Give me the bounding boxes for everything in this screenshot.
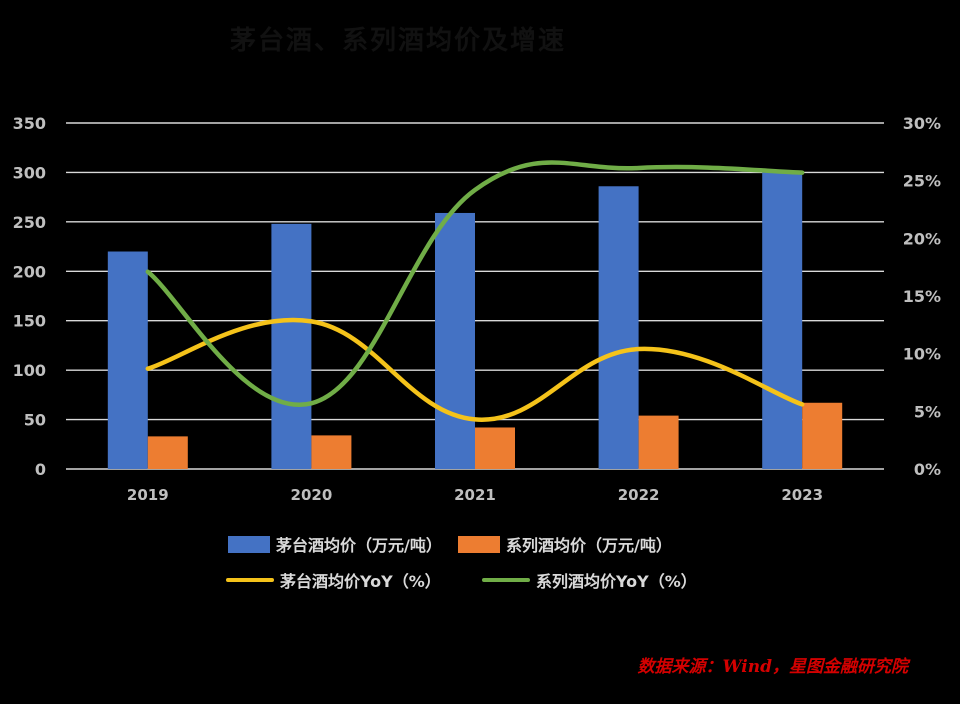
bar — [435, 212, 475, 469]
y-left-tick-label: 300 — [13, 163, 46, 182]
y-right-tick-label: 10% — [903, 345, 941, 364]
legend-item-series-yoy: 系列酒均价YoY（%） — [482, 568, 697, 592]
x-tick-label: 2021 — [454, 486, 496, 504]
y-left-tick-label: 350 — [13, 114, 46, 133]
legend-label: 系列酒均价YoY（%） — [536, 572, 697, 591]
x-tick-label: 2019 — [127, 486, 169, 504]
y-left-tick-label: 200 — [13, 262, 46, 281]
legend-swatch-blue — [228, 535, 270, 553]
bar — [271, 223, 312, 469]
y-right-tick-label: 15% — [903, 287, 941, 306]
x-tick-label: 2020 — [291, 486, 333, 504]
legend-item-series-price: 系列酒均价（万元/吨） — [458, 532, 672, 556]
y-right-tick-label: 0% — [914, 460, 941, 479]
legend-item-moutai-price: 茅台酒均价（万元/吨） — [228, 532, 442, 556]
y-left-tick-label: 100 — [13, 361, 46, 380]
axis-labels: 0 50 100 150 200 250 300 350 0% 5% 10% 15% 20% 25% 30%… — [13, 114, 941, 504]
legend-swatch-green — [482, 578, 530, 582]
bar — [598, 186, 639, 470]
y-right-tick-label: 20% — [903, 229, 941, 248]
y-right-tick-label: 5% — [914, 402, 941, 421]
legend-label: 茅台酒均价（万元/吨） — [276, 536, 442, 555]
bar — [147, 436, 188, 469]
bar — [802, 402, 843, 469]
series-line — [145, 317, 805, 422]
bars — [107, 172, 843, 470]
y-right-tick-label: 25% — [903, 172, 941, 191]
lines — [145, 160, 805, 422]
y-left-tick-label: 50 — [24, 411, 46, 430]
legend-item-moutai-yoy: 茅台酒均价YoY（%） — [226, 568, 441, 592]
legend-swatch-orange — [458, 535, 500, 553]
bar — [107, 251, 148, 469]
x-tick-label: 2023 — [781, 486, 823, 504]
legend-swatch-yellow — [226, 578, 274, 582]
bar — [311, 435, 352, 469]
bar — [475, 427, 515, 469]
source-note: 数据来源：Wind，星图金融研究院 — [637, 657, 909, 677]
bar — [762, 172, 803, 469]
y-left-tick-label: 250 — [13, 213, 46, 232]
y-left-tick-label: 150 — [13, 312, 46, 331]
legend-label: 系列酒均价（万元/吨） — [506, 536, 672, 555]
series-line — [145, 160, 805, 408]
chart-title: 茅台酒、系列酒均价及增速 — [230, 26, 567, 56]
legend-label: 茅台酒均价YoY（%） — [280, 572, 441, 591]
y-right-tick-label: 30% — [903, 114, 941, 133]
y-left-tick-label: 0 — [35, 460, 46, 479]
x-tick-label: 2022 — [618, 486, 660, 504]
bar — [638, 415, 679, 469]
